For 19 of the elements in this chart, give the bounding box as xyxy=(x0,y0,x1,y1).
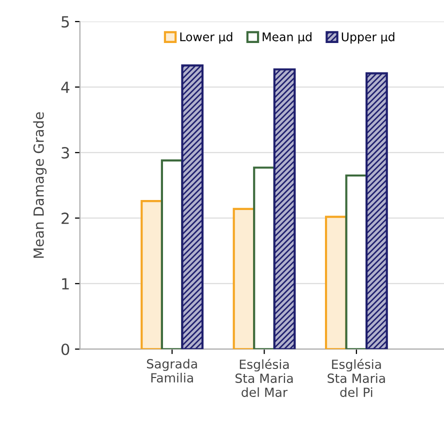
bar xyxy=(181,64,204,350)
bar xyxy=(324,216,348,350)
y-tick-label: 5 xyxy=(62,16,69,28)
legend-label: Lower µd xyxy=(180,32,232,44)
bar xyxy=(273,68,296,350)
bar xyxy=(366,72,388,350)
y-tick-label: 4 xyxy=(61,82,70,93)
y-axis-title: Mean Damage Grade xyxy=(33,112,47,258)
y-tick-label: 1 xyxy=(62,278,69,290)
x-tick-label: Sagrada Familia xyxy=(146,358,197,383)
y-tick-label: 0 xyxy=(61,344,70,356)
y-tick-label: 3 xyxy=(62,147,69,159)
x-tick-label: Església Sta Maria del Pi xyxy=(328,358,385,398)
legend-label: Upper µd xyxy=(342,32,394,44)
x-tick-label: Església Sta Maria del Mar xyxy=(235,358,293,398)
y-tick-label: 2 xyxy=(62,212,69,224)
bar xyxy=(253,166,276,350)
legend-label: Mean µd xyxy=(262,32,312,44)
bar xyxy=(140,200,163,350)
